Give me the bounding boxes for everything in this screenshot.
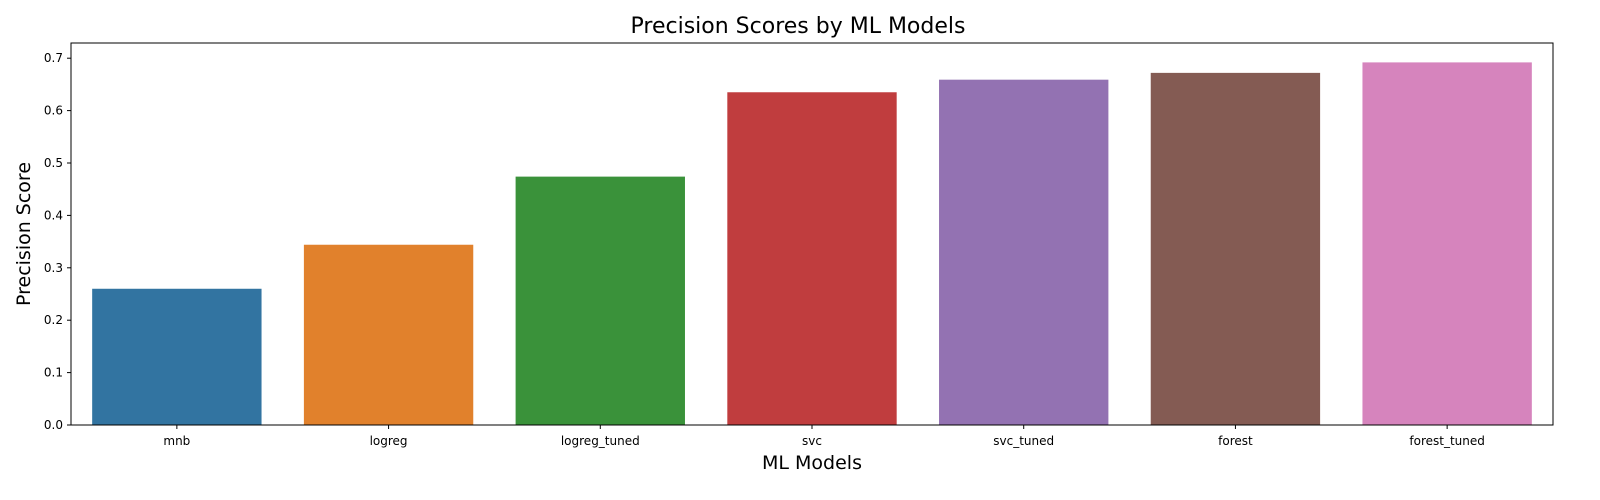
x-tick-label: logreg — [370, 434, 408, 448]
bars-layer — [92, 62, 1532, 426]
x-tick-label: svc_tuned — [993, 434, 1054, 448]
bar-mnb — [92, 288, 262, 425]
y-tick-label: 0.0 — [44, 418, 63, 432]
x-tick-label: logreg_tuned — [561, 434, 640, 448]
x-tick-label: mnb — [163, 434, 190, 448]
bar-forest — [1150, 72, 1321, 426]
y-tick-label: 0.3 — [44, 261, 63, 275]
y-tick-label: 0.2 — [44, 313, 63, 327]
x-axis-ticks: mnb logreg logreg_tuned svc svc_tuned forest f… — [163, 425, 1485, 448]
y-tick-label: 0.6 — [44, 104, 63, 118]
x-axis-label: ML Models — [762, 452, 862, 474]
y-tick-label: 0.7 — [44, 51, 63, 65]
bar-logreg-tuned — [515, 176, 685, 425]
bar-svc-tuned — [939, 79, 1109, 426]
x-tick-label: forest_tuned — [1409, 434, 1485, 448]
chart-title: Precision Scores by ML Models — [631, 14, 966, 39]
y-axis-ticks: 0.0 0.1 0.2 0.3 0.4 0.5 0.6 0.7 — [44, 51, 71, 432]
plot-frame — [70, 42, 1554, 426]
y-tick-label: 0.1 — [44, 366, 63, 380]
y-tick-label: 0.5 — [44, 156, 63, 170]
bar-svc — [727, 92, 897, 425]
y-axis-label: Precision Score — [13, 162, 35, 306]
x-tick-label: forest — [1218, 434, 1253, 448]
y-tick-label: 0.4 — [44, 208, 63, 222]
x-tick-label: svc — [802, 434, 822, 448]
bar-logreg — [303, 244, 474, 425]
bar-forest-tuned — [1362, 62, 1532, 425]
